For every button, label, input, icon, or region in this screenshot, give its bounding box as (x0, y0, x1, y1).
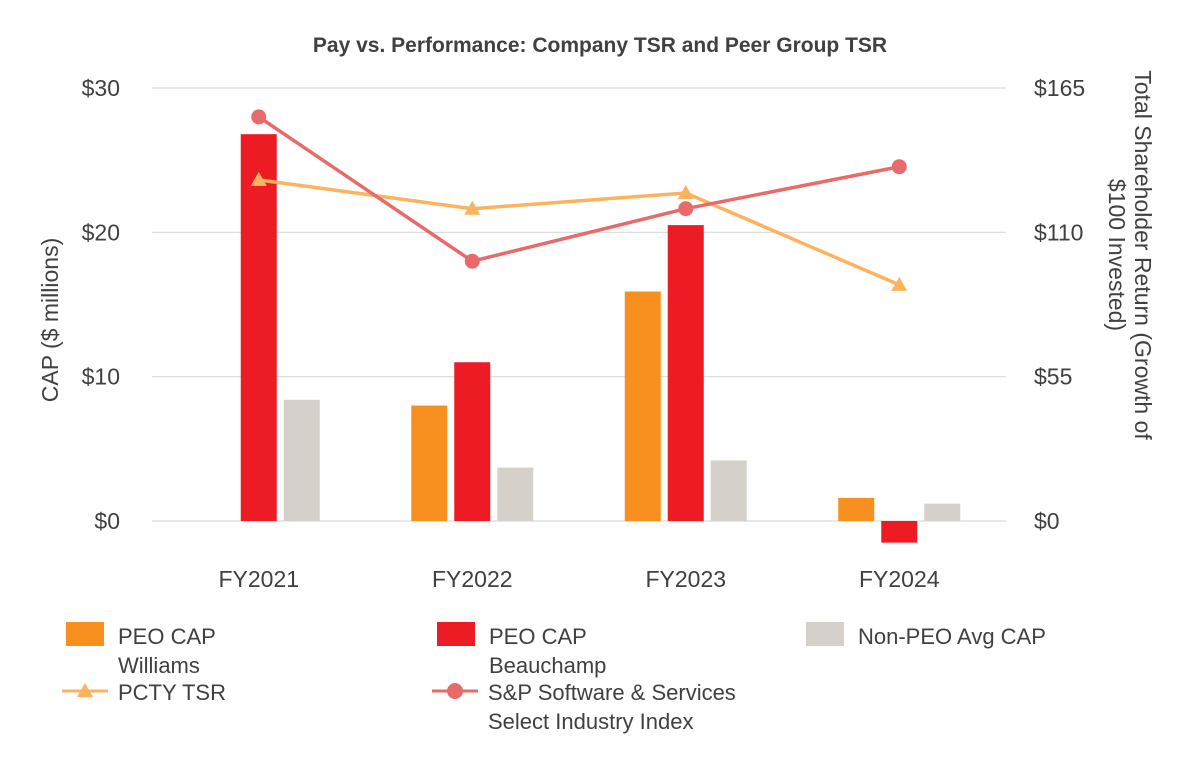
bar (838, 497, 875, 521)
x-tick-label: FY2022 (432, 566, 513, 592)
line-point (464, 200, 481, 215)
chart-title: Pay vs. Performance: Company TSR and Pee… (313, 34, 887, 57)
y-left-tick-label: $10 (82, 364, 120, 390)
x-tick-label: FY2023 (645, 566, 726, 592)
x-tick-label: FY2021 (218, 566, 299, 592)
axes: $0 $10 $20 $30 $0 $55 $110 $165 FY2021 FY2022 FY20… (82, 75, 1086, 592)
bar (624, 291, 661, 521)
y-axis-right-label: Total Shareholder Return (Growth of$100 … (1104, 70, 1156, 440)
bar (924, 503, 961, 521)
y-right-tick-label: $0 (1034, 508, 1060, 534)
line-point (250, 171, 267, 186)
line-point (251, 109, 267, 125)
bar (240, 134, 277, 522)
line-point (891, 276, 908, 291)
y-left-tick-label: $30 (82, 75, 120, 101)
y-axis-left-label: CAP ($ millions) (37, 238, 63, 402)
bar (411, 405, 448, 521)
line-point (891, 159, 907, 175)
bar (710, 460, 747, 521)
y-right-tick-label: $110 (1034, 219, 1083, 245)
series-line (258, 178, 900, 287)
line-point (677, 184, 694, 199)
bar (881, 521, 918, 543)
y-left-tick-label: $0 (94, 508, 120, 534)
y-right-tick-label: $165 (1034, 75, 1085, 101)
y-right-label-line: Total Shareholder Return (Growth of (1130, 70, 1156, 440)
bar (667, 225, 704, 521)
bars (240, 134, 961, 543)
line-point (464, 253, 480, 269)
gridlines (152, 87, 1006, 522)
y-right-label-line: $100 Invested) (1104, 179, 1130, 331)
bar (283, 399, 320, 521)
tsr-lines (250, 109, 908, 291)
series-line (257, 115, 900, 263)
bar (454, 362, 491, 521)
x-tick-label: FY2024 (859, 566, 940, 592)
line-point (678, 201, 694, 217)
y-left-tick-label: $20 (82, 219, 120, 245)
bar (497, 467, 534, 521)
y-right-tick-label: $55 (1034, 364, 1072, 390)
